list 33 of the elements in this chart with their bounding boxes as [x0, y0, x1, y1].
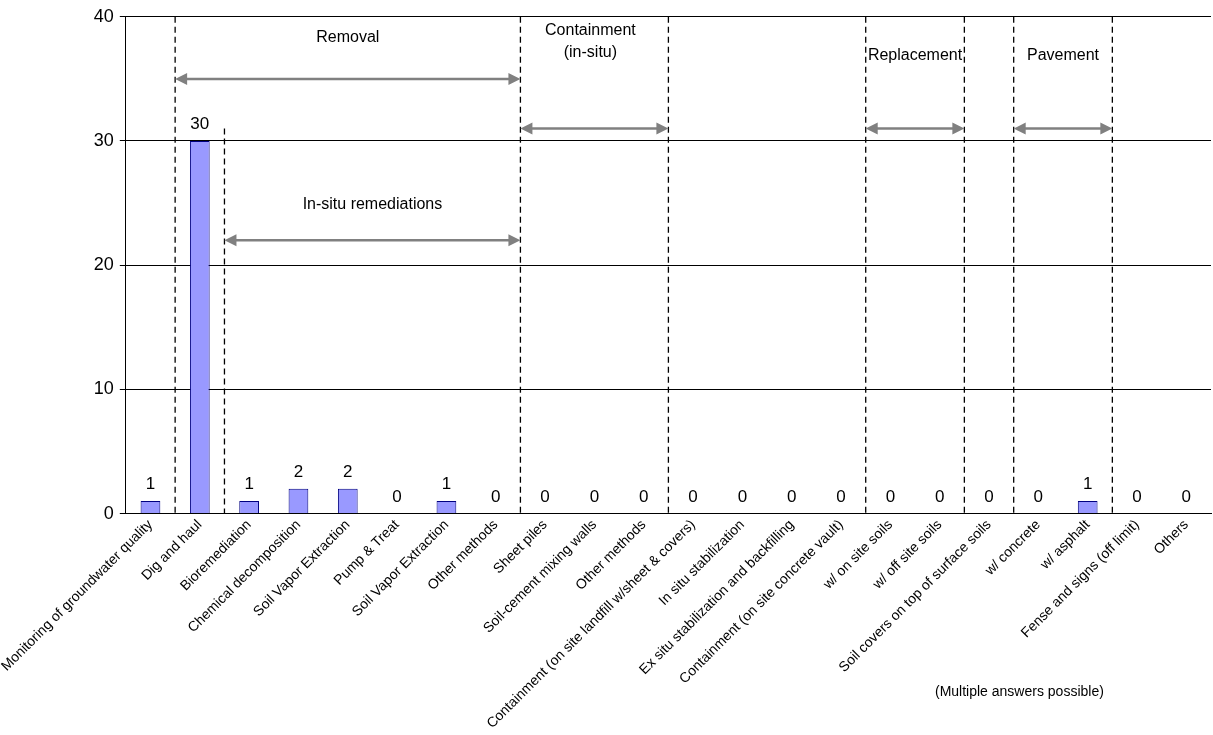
data-label: 0: [885, 486, 896, 506]
data-label: 0: [1033, 486, 1044, 506]
y-tick-label: 0: [103, 502, 114, 523]
data-label: 1: [1082, 474, 1093, 494]
data-label: 1: [145, 474, 156, 494]
data-label: 0: [786, 486, 797, 506]
data-label: 0: [540, 486, 550, 506]
y-tick-label: 20: [93, 254, 114, 275]
annotation: Removal: [316, 27, 380, 45]
annotation: Pavement: [1027, 46, 1100, 64]
annotation: Containment (in-situ): [545, 21, 637, 61]
data-label: 0: [836, 486, 846, 506]
annotation: In-situ remediations: [302, 195, 443, 213]
data-label: 0: [934, 486, 945, 506]
data-label: 0: [984, 486, 994, 506]
data-label: 2: [343, 461, 353, 481]
y-tick-label: 10: [93, 378, 114, 399]
data-label: 0: [639, 486, 649, 506]
data-label: 2: [293, 461, 304, 481]
data-label: 0: [392, 486, 402, 506]
y-tick-label: 30: [93, 129, 114, 150]
data-label: 1: [244, 474, 254, 494]
data-label: 1: [441, 474, 452, 494]
annotation: Replacement: [867, 46, 963, 64]
y-tick-label: 40: [93, 5, 114, 26]
data-label: 30: [190, 114, 210, 134]
data-label: 0: [737, 486, 748, 506]
text: (Multiple answers possible): [935, 683, 1104, 699]
data-label: 0: [491, 486, 501, 506]
data-label: 0: [1132, 486, 1142, 506]
data-label: 0: [589, 486, 600, 506]
data-label: 0: [688, 486, 698, 506]
data-label: 0: [1181, 486, 1192, 506]
